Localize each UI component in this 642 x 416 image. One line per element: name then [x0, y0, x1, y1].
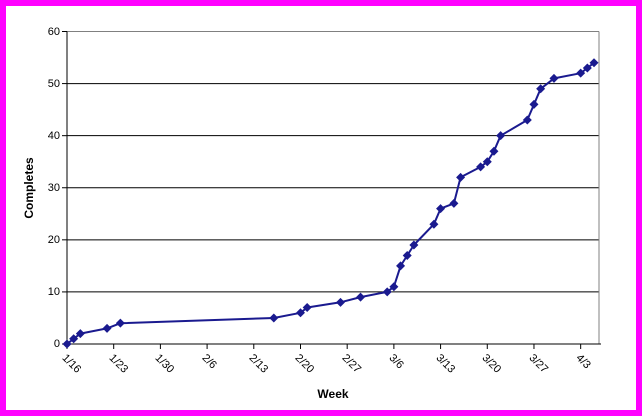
x-axis-title: Week	[317, 387, 349, 401]
data-point-marker	[482, 157, 492, 167]
data-point-marker	[576, 68, 586, 78]
data-point-marker	[62, 339, 72, 349]
data-point-marker	[102, 323, 112, 333]
data-point-marker	[295, 308, 305, 318]
y-tick-label: 50	[47, 77, 60, 90]
y-tick-label: 40	[47, 129, 60, 142]
data-point-marker	[409, 240, 419, 250]
data-point-marker	[336, 297, 346, 307]
data-point-marker	[429, 219, 439, 229]
data-point-marker	[536, 84, 546, 94]
data-point-marker	[522, 115, 532, 125]
data-point-marker	[402, 250, 412, 260]
data-point-marker	[549, 73, 559, 83]
line-chart-svg	[62, 31, 601, 349]
data-point-marker	[69, 334, 79, 344]
data-point-marker	[589, 58, 599, 68]
data-point-marker	[456, 172, 466, 182]
data-point-marker	[529, 99, 539, 109]
data-point-marker	[496, 131, 506, 141]
data-point-marker	[436, 204, 446, 214]
data-point-marker	[489, 146, 499, 156]
data-point-marker	[115, 318, 125, 328]
data-point-marker	[75, 329, 85, 339]
data-point-marker	[382, 287, 392, 297]
y-tick-label: 60	[47, 25, 60, 38]
data-point-marker	[582, 63, 592, 73]
data-point-marker	[476, 162, 486, 172]
y-tick-label: 10	[47, 285, 60, 298]
data-point-marker	[269, 313, 279, 323]
data-point-marker	[449, 198, 459, 208]
data-point-marker	[389, 282, 399, 292]
y-tick-label: 30	[47, 181, 60, 194]
y-tick-label: 20	[47, 233, 60, 246]
y-tick-label: 0	[53, 338, 60, 350]
data-point-marker	[302, 303, 312, 313]
data-point-marker	[396, 261, 406, 271]
data-point-marker	[356, 292, 366, 302]
